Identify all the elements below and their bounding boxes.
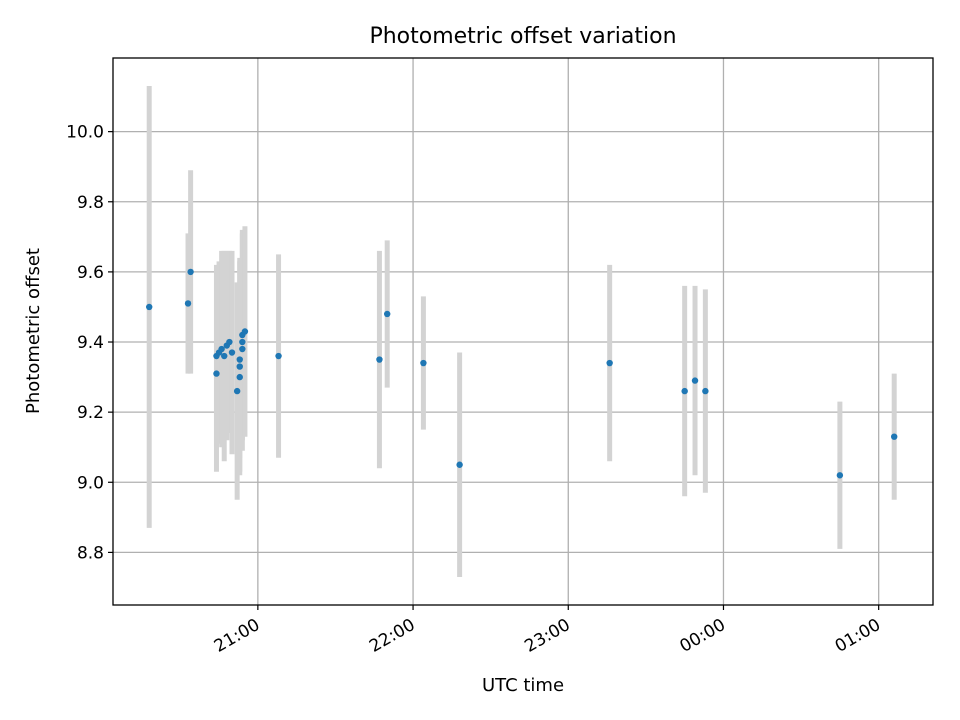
- data-point: [239, 338, 246, 346]
- data-point: [213, 370, 220, 377]
- chart-title: Photometric offset variation: [369, 24, 676, 49]
- data-point: [221, 352, 228, 360]
- data-points: [146, 268, 898, 479]
- y-tick-label: 9.0: [77, 473, 104, 493]
- data-point: [236, 363, 243, 370]
- x-axis-label: UTC time: [482, 675, 564, 696]
- data-point: [239, 345, 246, 353]
- data-point: [233, 387, 241, 395]
- data-point: [383, 310, 391, 318]
- data-point: [226, 338, 233, 346]
- data-point: [228, 349, 236, 356]
- data-point: [691, 377, 699, 384]
- data-point: [681, 387, 688, 395]
- y-tick-label: 10.0: [66, 123, 104, 143]
- y-tick-label: 9.6: [77, 263, 104, 283]
- data-point: [836, 472, 844, 479]
- data-point: [275, 352, 282, 360]
- data-point: [890, 433, 898, 440]
- data-point: [184, 300, 192, 307]
- grid-lines: [113, 58, 933, 605]
- data-point: [218, 345, 225, 353]
- data-point: [146, 303, 153, 311]
- y-tick-label: 9.2: [77, 403, 104, 423]
- data-point: [236, 373, 243, 381]
- y-tick-label: 9.8: [77, 193, 104, 213]
- data-point: [376, 356, 383, 363]
- y-tick-label: 9.4: [77, 333, 104, 353]
- y-axis-ticks: 8.8 9.0 9.2 9.4 9.6 9.8 10.0: [66, 123, 113, 563]
- y-tick-label: 8.8: [77, 543, 104, 563]
- data-point: [187, 268, 194, 276]
- data-point: [241, 328, 249, 335]
- plot-frame: [112, 57, 934, 606]
- data-point: [236, 356, 243, 363]
- x-axis-ticks: 21:00 22:00 23:00 00:00 01:00: [211, 605, 884, 657]
- data-point: [456, 461, 463, 468]
- data-point: [606, 359, 613, 367]
- data-point: [702, 387, 709, 395]
- y-axis-label: Photometric offset: [23, 248, 44, 414]
- data-point: [420, 359, 427, 367]
